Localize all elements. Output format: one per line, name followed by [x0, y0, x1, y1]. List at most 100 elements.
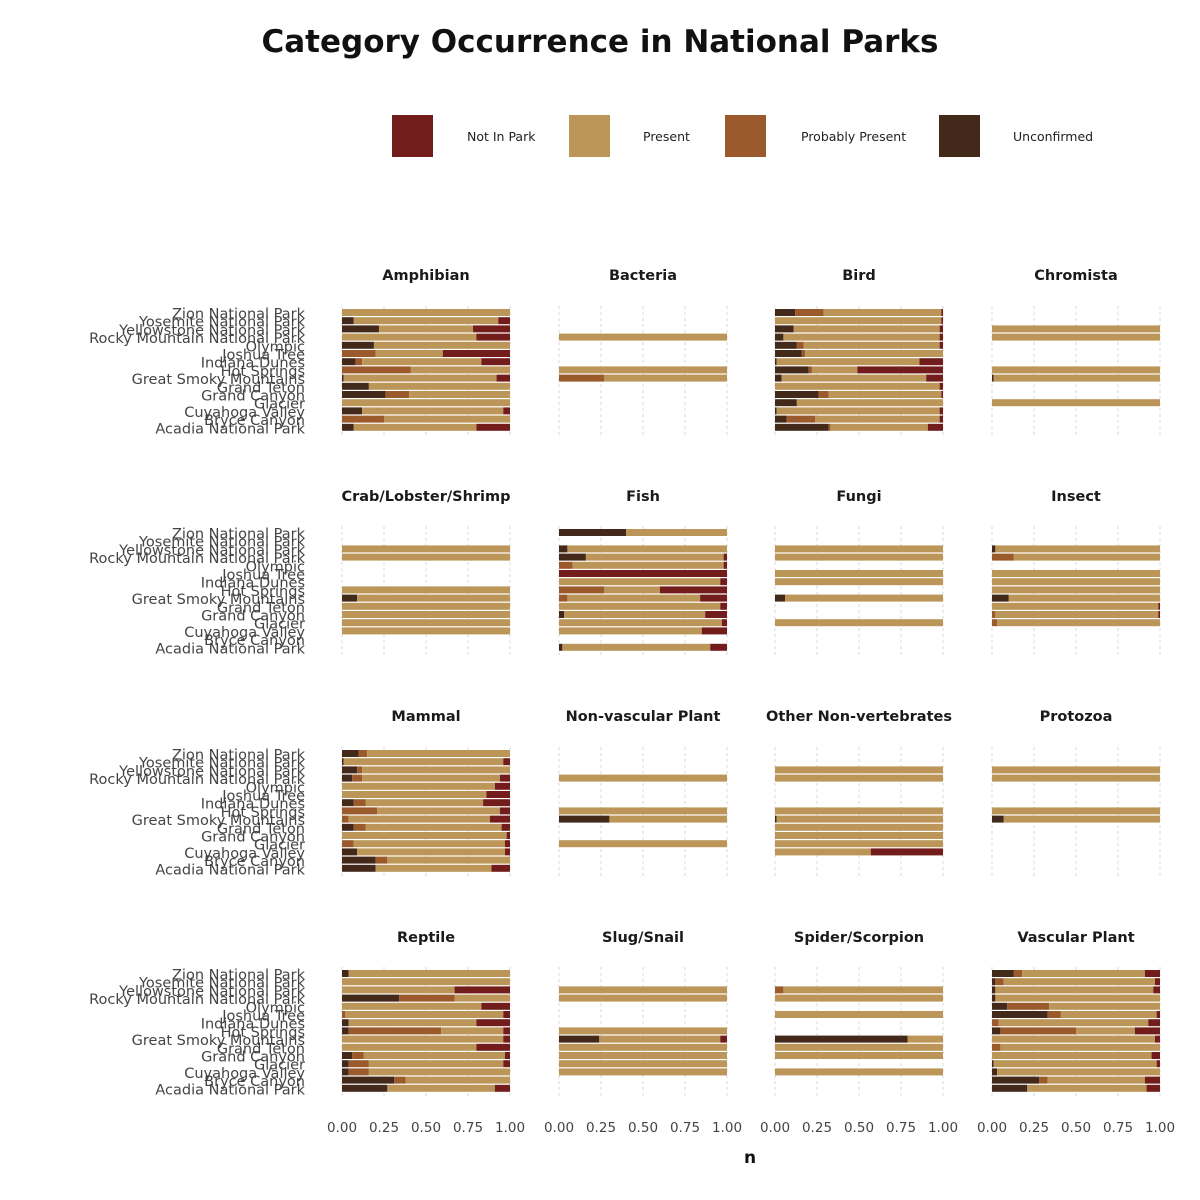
x-tick-label: 0.75 — [1103, 1120, 1133, 1136]
legend-label-3: Unconfirmed — [1013, 129, 1093, 144]
y-tick-label: Glacier — [254, 397, 305, 413]
bar-segment — [387, 1084, 495, 1092]
panel-title: Chromista — [1034, 268, 1118, 284]
bar-segment — [567, 545, 727, 553]
bar-segment — [907, 1035, 943, 1043]
bar-segment — [499, 774, 510, 782]
bar-segment — [362, 407, 504, 415]
bar-segment — [342, 766, 358, 774]
bar-segment — [405, 1076, 510, 1084]
x-tick-label: 1.00 — [1145, 1120, 1175, 1136]
bar-segment — [775, 1068, 943, 1076]
bar-segment — [342, 586, 510, 594]
x-tick-label: 1.00 — [495, 1120, 525, 1136]
bar-segment — [1027, 1084, 1147, 1092]
bar-segment — [559, 545, 568, 553]
x-tick-label: 0.25 — [1019, 1120, 1049, 1136]
panel-10: Other Non-vertebrates — [766, 709, 952, 876]
panel-title: Bacteria — [609, 268, 677, 284]
bar-segment — [559, 627, 702, 635]
y-tick-label: Yosemite National Park — [138, 315, 306, 331]
y-tick-label: Indiana Dunes — [201, 576, 305, 592]
bar-segment — [384, 415, 510, 423]
bar-segment — [342, 1084, 388, 1092]
bar-segment — [368, 1060, 504, 1068]
bar-segment — [503, 407, 510, 415]
bar-segment — [793, 325, 940, 333]
bar-segment — [723, 553, 727, 561]
bar-segment — [559, 333, 727, 341]
bar-segment — [604, 586, 660, 594]
panel-title: Reptile — [397, 930, 455, 946]
bar-segment — [1158, 611, 1160, 618]
bar-segment — [377, 807, 500, 815]
bar-segment — [559, 840, 727, 848]
y-tick-label: Rocky Mountain National Park — [89, 551, 305, 567]
bar-segment — [1003, 815, 1160, 823]
bar-segment — [1013, 970, 1023, 977]
bar-segment — [701, 627, 727, 635]
bar-segment — [496, 374, 510, 382]
bar-segment — [992, 1060, 994, 1068]
bar-segment — [992, 1027, 1001, 1035]
bar-segment — [486, 791, 510, 798]
bar-segment — [997, 1068, 1160, 1076]
bar-segment — [342, 350, 376, 357]
bar-segment — [992, 611, 996, 618]
bar-segment — [939, 325, 943, 333]
bar-segment — [992, 602, 1159, 610]
bar-segment — [786, 415, 816, 423]
bar-segment — [998, 1019, 1149, 1027]
bar-segment — [363, 1052, 505, 1059]
bar-segment — [342, 333, 477, 341]
bar-segment — [1148, 1019, 1160, 1027]
x-tick-label: 0.50 — [844, 1120, 874, 1136]
bar-segment — [559, 986, 727, 994]
y-tick-label: Joshua Tree — [221, 789, 305, 805]
bar-segment — [348, 970, 510, 977]
bar-segment — [387, 856, 510, 864]
panel-title: Vascular Plant — [1017, 930, 1134, 946]
bar-segment — [775, 807, 943, 815]
bar-segment — [775, 382, 940, 390]
bar-segment — [343, 758, 504, 766]
bar-segment — [775, 986, 784, 994]
bar-segment — [939, 382, 943, 390]
bar-segment — [559, 594, 568, 602]
bar-segment — [775, 840, 943, 848]
bar-segment — [941, 391, 943, 398]
bar-segment — [503, 1011, 510, 1018]
bar-segment — [342, 611, 510, 618]
bar-segment — [342, 774, 353, 782]
bar-segment — [585, 553, 724, 561]
bar-segment — [355, 358, 363, 366]
bar-segment — [342, 399, 510, 407]
bar-segment — [1153, 986, 1160, 994]
panel-4: Crab/Lobster/Shrimp Zion National ParkYos… — [89, 489, 510, 657]
panel-14: Spider/Scorpion — [774, 930, 944, 1096]
bar-segment — [559, 570, 727, 577]
y-tick-label: Grand Canyon — [201, 609, 305, 625]
bar-segment — [939, 407, 943, 415]
bar-segment — [992, 815, 1004, 823]
y-tick-label: Grand Teton — [217, 600, 305, 616]
x-tick-label: 0.75 — [670, 1120, 700, 1136]
bar-segment — [343, 374, 497, 382]
bar-segment — [993, 1060, 1157, 1068]
bar-segment — [720, 578, 727, 586]
bar-segment — [353, 799, 366, 807]
legend-label-0: Not In Park — [467, 129, 536, 144]
bar-segment — [559, 602, 721, 610]
bar-segment — [995, 978, 1004, 986]
panel-title: Amphibian — [382, 268, 469, 284]
bar-segment — [992, 399, 1160, 407]
bar-segment — [342, 358, 356, 366]
bar-segment — [870, 848, 943, 856]
bar-segment — [775, 358, 777, 366]
bar-segment — [504, 840, 510, 848]
x-tick-label: 1.00 — [928, 1120, 958, 1136]
bar-segment — [559, 643, 563, 651]
bar-segment — [775, 374, 782, 382]
bar-segment — [721, 619, 727, 627]
